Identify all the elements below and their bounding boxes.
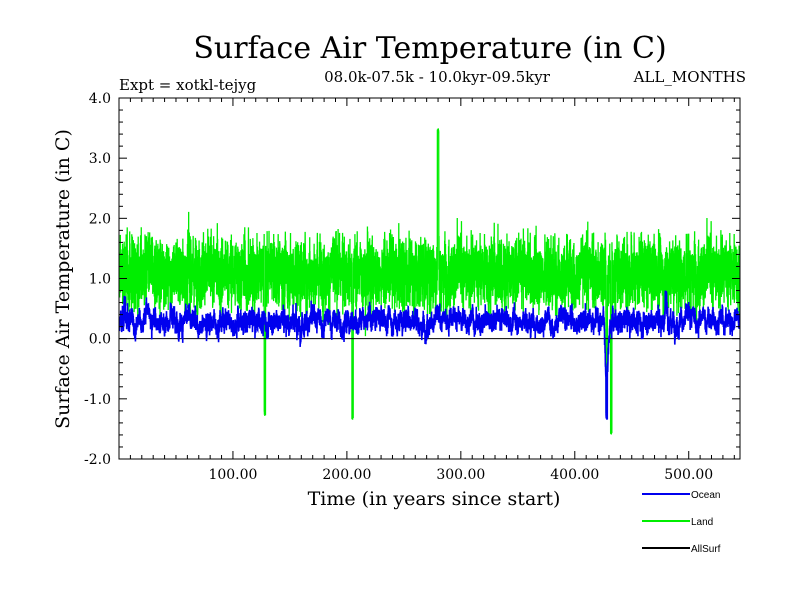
months-label: ALL_MONTHS	[633, 68, 746, 86]
legend-label-ocean: Ocean	[691, 490, 720, 501]
x-tick-label: 100.00	[208, 467, 257, 483]
x-axis-label: Time (in years since start)	[308, 488, 561, 510]
legend-label-allsurf: AllSurf	[691, 544, 721, 555]
x-tick-label: 300.00	[436, 467, 485, 483]
x-tick-label: 400.00	[550, 467, 599, 483]
y-tick-label: 1.0	[89, 272, 111, 288]
series-ocean-line	[119, 290, 740, 420]
y-tick-label: 0.0	[89, 332, 111, 348]
y-tick-label: 2.0	[89, 211, 111, 227]
y-tick-label: 4.0	[89, 91, 111, 107]
y-tick-label: 3.0	[89, 151, 111, 167]
x-tick-label: 500.00	[664, 467, 713, 483]
legend-label-land: Land	[691, 517, 713, 528]
y-tick-label: -2.0	[84, 452, 111, 468]
experiment-label: Expt = xotkl-tejyg	[119, 76, 257, 94]
period-label: 08.0k-07.5k - 10.0kyr-09.5kyr	[324, 68, 551, 86]
y-axis-label: Surface Air Temperature (in C)	[52, 129, 74, 429]
series-land-line	[119, 128, 740, 435]
x-tick-label: 200.00	[322, 467, 371, 483]
y-tick-label: -1.0	[84, 392, 111, 408]
chart-title: Surface Air Temperature (in C)	[193, 31, 666, 66]
